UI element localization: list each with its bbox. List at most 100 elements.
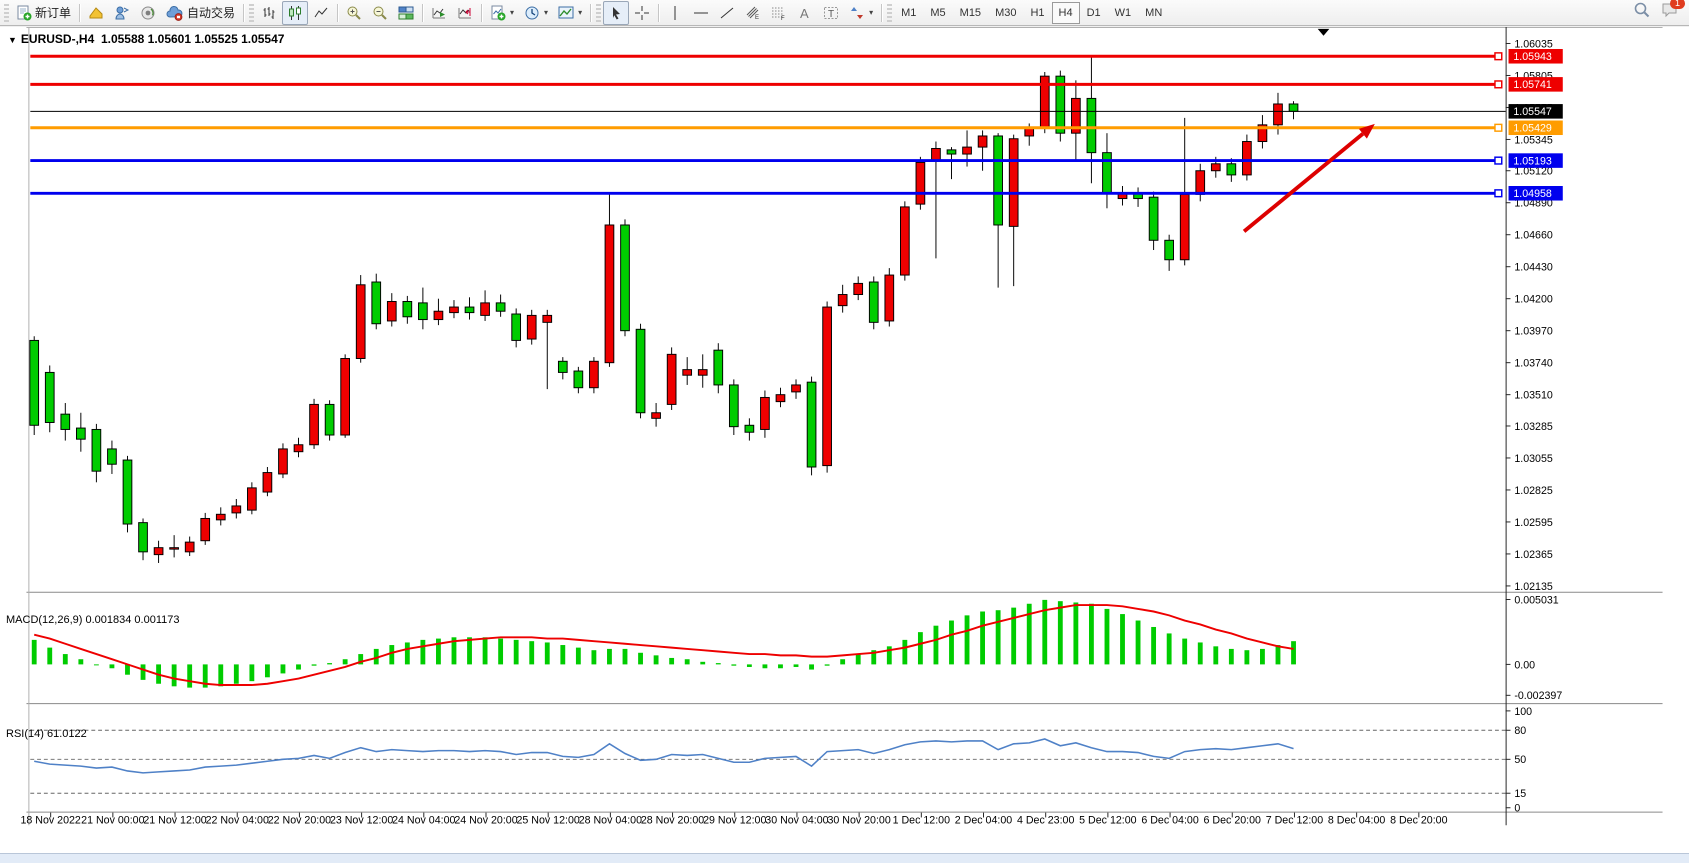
svg-text:22 Nov 20:00: 22 Nov 20:00 xyxy=(268,814,331,826)
horizontal-line-icon xyxy=(693,5,709,21)
indicators-icon xyxy=(490,5,506,21)
autotrading-button[interactable]: 自动交易 xyxy=(161,1,240,25)
zoom-out-icon xyxy=(372,5,388,21)
toolbar-grip xyxy=(887,3,893,22)
line-chart-button[interactable] xyxy=(308,1,334,25)
pane-borders xyxy=(26,27,1663,827)
market-watch-icon xyxy=(88,5,104,21)
vertical-line-icon xyxy=(667,5,683,21)
terminal-button[interactable] xyxy=(135,1,161,25)
svg-text:30 Nov 20:00: 30 Nov 20:00 xyxy=(827,814,890,826)
bar-chart-button[interactable] xyxy=(256,1,282,25)
periods-button[interactable]: ▾ xyxy=(519,1,553,25)
chart-shift-marker xyxy=(1317,28,1330,36)
horizontal-line-tool-button[interactable] xyxy=(688,1,714,25)
svg-text:18 Nov 2022: 18 Nov 2022 xyxy=(20,814,80,826)
navigator-icon xyxy=(114,5,130,21)
svg-text:21 Nov 12:00: 21 Nov 12:00 xyxy=(143,814,206,826)
svg-text:1.05345: 1.05345 xyxy=(1514,134,1553,146)
new-order-button[interactable]: 新订单 xyxy=(11,1,76,25)
svg-text:E: E xyxy=(755,15,759,21)
svg-text:0.00: 0.00 xyxy=(1514,659,1535,671)
svg-text:6 Dec 20:00: 6 Dec 20:00 xyxy=(1204,814,1261,826)
macd-signal-line xyxy=(33,604,1294,686)
equidistant-channel-tool-button[interactable]: E xyxy=(740,1,766,25)
indicators-button[interactable]: ▾ xyxy=(485,1,519,25)
templates-button[interactable]: ▾ xyxy=(553,1,587,25)
rsi-value: 61.0122 xyxy=(46,728,87,740)
symbol-dropdown-icon[interactable]: ▼ xyxy=(8,35,17,45)
crosshair-icon xyxy=(634,5,650,21)
separator xyxy=(658,3,660,22)
separator xyxy=(590,3,592,22)
text-label-tool-button[interactable]: T xyxy=(818,1,844,25)
svg-text:23 Nov 12:00: 23 Nov 12:00 xyxy=(330,814,393,826)
toolbar: 新订单 自动交易 ▾ ▾ ▾ E F A T ▾ M1 M5 M15 M30 H… xyxy=(0,0,1689,26)
svg-text:29 Nov 12:00: 29 Nov 12:00 xyxy=(703,814,766,826)
dropdown-caret-icon: ▾ xyxy=(544,8,549,17)
toolbar-grip xyxy=(4,3,9,22)
separator xyxy=(337,3,339,22)
svg-text:100: 100 xyxy=(1514,706,1532,718)
timeframe-d1[interactable]: D1 xyxy=(1086,6,1101,19)
svg-text:15: 15 xyxy=(1514,788,1526,800)
tile-windows-button[interactable] xyxy=(393,1,419,25)
timeframe-m15[interactable]: M15 xyxy=(959,6,982,19)
zoom-out-button[interactable] xyxy=(367,1,393,25)
zoom-in-button[interactable] xyxy=(341,1,367,25)
autotrading-cloud-icon xyxy=(166,5,184,21)
price-levels xyxy=(30,52,1506,198)
timeframe-h4[interactable]: H4 xyxy=(1051,1,1080,24)
svg-text:1.06035: 1.06035 xyxy=(1514,38,1553,50)
chart-window: ▼ EURUSD-,H4 1.05588 1.05601 1.05525 1.05… xyxy=(0,27,1689,863)
trendline-icon xyxy=(719,5,735,21)
svg-text:1.04958: 1.04958 xyxy=(1513,188,1552,200)
search-icon[interactable] xyxy=(1633,1,1651,24)
svg-text:1.05193: 1.05193 xyxy=(1513,155,1552,167)
timeframe-mn[interactable]: MN xyxy=(1145,6,1163,19)
svg-text:1.03970: 1.03970 xyxy=(1514,326,1553,338)
candlestick-chart-button[interactable] xyxy=(282,0,309,25)
arrows-tool-button[interactable]: ▾ xyxy=(844,1,878,25)
trendline-tool-button[interactable] xyxy=(714,1,740,25)
separator xyxy=(881,3,883,22)
market-watch-button[interactable] xyxy=(83,1,109,25)
svg-text:1.05429: 1.05429 xyxy=(1513,123,1552,135)
chart-symbol-label: EURUSD-,H4 xyxy=(20,32,95,46)
vertical-line-tool-button[interactable] xyxy=(662,1,688,25)
notifications-button[interactable]: 1 xyxy=(1661,0,1685,23)
new-order-document-plus-icon xyxy=(16,5,32,21)
svg-text:1.02595: 1.02595 xyxy=(1514,517,1553,529)
svg-text:28 Nov 20:00: 28 Nov 20:00 xyxy=(641,814,704,826)
separator xyxy=(79,3,81,22)
fibonacci-icon: F xyxy=(771,5,787,21)
chart-canvas[interactable]: 1.060351.058051.055751.053451.051201.048… xyxy=(0,27,1689,862)
fibonacci-tool-button[interactable]: F xyxy=(766,1,792,25)
timeframe-m5[interactable]: M5 xyxy=(930,6,946,19)
svg-text:T: T xyxy=(828,9,834,20)
timeframe-w1[interactable]: W1 xyxy=(1114,6,1132,19)
tile-windows-icon xyxy=(398,5,414,21)
timeframe-m1[interactable]: M1 xyxy=(901,6,917,19)
cursor-tool-button[interactable] xyxy=(603,0,630,25)
chart-shift-icon xyxy=(457,5,473,21)
svg-text:1.02135: 1.02135 xyxy=(1514,581,1553,593)
auto-scroll-button[interactable] xyxy=(426,1,452,25)
text-tool-button[interactable]: A xyxy=(792,1,818,25)
chart-shift-button[interactable] xyxy=(452,1,478,25)
navigator-button[interactable] xyxy=(109,1,135,25)
candles xyxy=(29,55,1299,563)
autotrading-label: 自动交易 xyxy=(187,6,236,20)
svg-text:1.05741: 1.05741 xyxy=(1513,79,1552,91)
timeframe-h1[interactable]: H1 xyxy=(1030,6,1045,19)
notification-badge: 1 xyxy=(1670,0,1685,9)
svg-text:24 Nov 04:00: 24 Nov 04:00 xyxy=(392,814,455,826)
svg-text:24 Nov 20:00: 24 Nov 20:00 xyxy=(454,814,517,826)
timeframe-m30[interactable]: M30 xyxy=(995,6,1017,19)
crosshair-tool-button[interactable] xyxy=(629,1,655,25)
chart-ohlc-values: 1.05588 1.05601 1.05525 1.05547 xyxy=(100,32,285,46)
svg-text:1.05943: 1.05943 xyxy=(1513,51,1552,63)
svg-text:80: 80 xyxy=(1514,725,1526,737)
template-icon xyxy=(558,5,574,21)
